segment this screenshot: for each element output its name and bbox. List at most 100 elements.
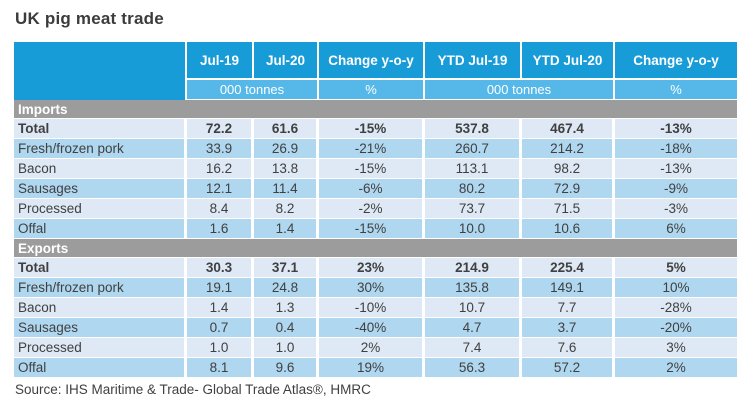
column-header-row: Jul-19 Jul-20 Change y-o-y YTD Jul-19 YT… <box>14 42 737 100</box>
cell-jul19: 1.6 <box>187 219 254 239</box>
cell-jul19: 19.1 <box>187 278 254 298</box>
table-row-exports-processed: Processed 1.0 1.0 2% 7.4 7.6 3% <box>14 338 737 358</box>
table-row-imports-total: Total 72.2 61.6 -15% 537.8 467.4 -13% <box>14 119 737 139</box>
units-tonnes-ytd: 000 tonnes <box>425 80 615 100</box>
cell-change-yoy: -15% <box>319 119 425 139</box>
cell-change-yoy: 19% <box>319 358 425 378</box>
cell-change-yoy: 23% <box>319 258 425 278</box>
cell-ytd-jul20: 214.2 <box>522 139 615 159</box>
cell-ytd-change-yoy: 3% <box>615 338 737 358</box>
column-header-ytd-jul-20: YTD Jul-20 <box>522 42 615 80</box>
row-label: Sausages <box>14 179 187 199</box>
cell-jul20: 11.4 <box>254 179 319 199</box>
cell-ytd-jul19: 4.7 <box>425 318 522 338</box>
cell-ytd-jul20: 10.6 <box>522 219 615 239</box>
cell-jul20: 24.8 <box>254 278 319 298</box>
cell-ytd-jul19: 537.8 <box>425 119 522 139</box>
section-label-exports: Exports <box>14 239 737 258</box>
cell-change-yoy: -21% <box>319 139 425 159</box>
page-title: UK pig meat trade <box>15 9 164 28</box>
units-header-row: 000 tonnes % 000 tonnes % <box>14 80 737 100</box>
cell-jul19: 8.1 <box>187 358 254 378</box>
row-label: Total <box>14 258 187 278</box>
cell-jul19: 16.2 <box>187 159 254 179</box>
cell-ytd-jul19: 56.3 <box>425 358 522 378</box>
cell-ytd-change-yoy: -28% <box>615 298 737 318</box>
cell-change-yoy: -10% <box>319 298 425 318</box>
cell-ytd-jul20: 225.4 <box>522 258 615 278</box>
row-label: Total <box>14 119 187 139</box>
cell-ytd-jul19: 135.8 <box>425 278 522 298</box>
table-row-imports-processed: Processed 8.4 8.2 -2% 73.7 71.5 -3% <box>14 199 737 219</box>
corner-cell <box>14 42 187 100</box>
cell-ytd-jul20: 57.2 <box>522 358 615 378</box>
cell-jul20: 37.1 <box>254 258 319 278</box>
cell-ytd-jul20: 149.1 <box>522 278 615 298</box>
cell-jul19: 72.2 <box>187 119 254 139</box>
table-row-exports-offal: Offal 8.1 9.6 19% 56.3 57.2 2% <box>14 358 737 378</box>
cell-jul20: 0.4 <box>254 318 319 338</box>
cell-ytd-change-yoy: -13% <box>615 119 737 139</box>
cell-jul20: 8.2 <box>254 199 319 219</box>
cell-jul20: 1.4 <box>254 219 319 239</box>
cell-ytd-jul19: 113.1 <box>425 159 522 179</box>
units-percent-monthly: % <box>319 80 425 100</box>
cell-jul20: 9.6 <box>254 358 319 378</box>
table-row-exports-total: Total 30.3 37.1 23% 214.9 225.4 5% <box>14 258 737 278</box>
section-label-imports: Imports <box>14 100 737 119</box>
cell-ytd-jul20: 7.7 <box>522 298 615 318</box>
cell-ytd-jul19: 10.7 <box>425 298 522 318</box>
units-tonnes-monthly: 000 tonnes <box>187 80 319 100</box>
cell-jul19: 12.1 <box>187 179 254 199</box>
row-label: Fresh/frozen pork <box>14 139 187 159</box>
cell-jul19: 0.7 <box>187 318 254 338</box>
trade-table: Jul-19 Jul-20 Change y-o-y YTD Jul-19 YT… <box>14 42 737 378</box>
table-row-imports-sausages: Sausages 12.1 11.4 -6% 80.2 72.9 -9% <box>14 179 737 199</box>
table-row-exports-sausages: Sausages 0.7 0.4 -40% 4.7 3.7 -20% <box>14 318 737 338</box>
cell-ytd-jul19: 10.0 <box>425 219 522 239</box>
cell-ytd-change-yoy: 6% <box>615 219 737 239</box>
section-header-imports: Imports <box>14 100 737 119</box>
row-label: Processed <box>14 199 187 219</box>
cell-ytd-jul19: 260.7 <box>425 139 522 159</box>
cell-ytd-jul19: 80.2 <box>425 179 522 199</box>
cell-change-yoy: -15% <box>319 159 425 179</box>
table-row-exports-bacon: Bacon 1.4 1.3 -10% 10.7 7.7 -28% <box>14 298 737 318</box>
column-header-ytd-jul-19: YTD Jul-19 <box>425 42 522 80</box>
row-label: Sausages <box>14 318 187 338</box>
cell-ytd-change-yoy: -9% <box>615 179 737 199</box>
cell-jul20: 1.3 <box>254 298 319 318</box>
cell-change-yoy: -6% <box>319 179 425 199</box>
cell-ytd-change-yoy: -18% <box>615 139 737 159</box>
table-row-imports-offal: Offal 1.6 1.4 -15% 10.0 10.6 6% <box>14 219 737 239</box>
cell-change-yoy: 2% <box>319 338 425 358</box>
cell-jul19: 1.0 <box>187 338 254 358</box>
table-row-exports-fresh-frozen-pork: Fresh/frozen pork 19.1 24.8 30% 135.8 14… <box>14 278 737 298</box>
column-header-change-yoy: Change y-o-y <box>319 42 425 80</box>
cell-ytd-jul20: 72.9 <box>522 179 615 199</box>
cell-ytd-jul19: 73.7 <box>425 199 522 219</box>
cell-change-yoy: 30% <box>319 278 425 298</box>
cell-jul20: 61.6 <box>254 119 319 139</box>
row-label: Fresh/frozen pork <box>14 278 187 298</box>
cell-ytd-change-yoy: -13% <box>615 159 737 179</box>
row-label: Bacon <box>14 298 187 318</box>
column-header-ytd-change-yoy: Change y-o-y <box>615 42 737 80</box>
column-header-jul-20: Jul-20 <box>254 42 319 80</box>
cell-ytd-jul19: 214.9 <box>425 258 522 278</box>
cell-ytd-jul20: 71.5 <box>522 199 615 219</box>
cell-jul20: 13.8 <box>254 159 319 179</box>
page: UK pig meat trade Jul-19 Jul-20 Change y… <box>14 9 737 397</box>
cell-ytd-change-yoy: -3% <box>615 199 737 219</box>
table-row-imports-fresh-frozen-pork: Fresh/frozen pork 33.9 26.9 -21% 260.7 2… <box>14 139 737 159</box>
row-label: Processed <box>14 338 187 358</box>
units-percent-ytd: % <box>615 80 737 100</box>
cell-jul20: 1.0 <box>254 338 319 358</box>
table-row-imports-bacon: Bacon 16.2 13.8 -15% 113.1 98.2 -13% <box>14 159 737 179</box>
row-label: Offal <box>14 358 187 378</box>
cell-ytd-jul20: 3.7 <box>522 318 615 338</box>
cell-ytd-change-yoy: -20% <box>615 318 737 338</box>
source-note: Source: IHS Maritime & Trade- Global Tra… <box>15 382 371 397</box>
section-header-exports: Exports <box>14 239 737 258</box>
cell-ytd-jul20: 98.2 <box>522 159 615 179</box>
